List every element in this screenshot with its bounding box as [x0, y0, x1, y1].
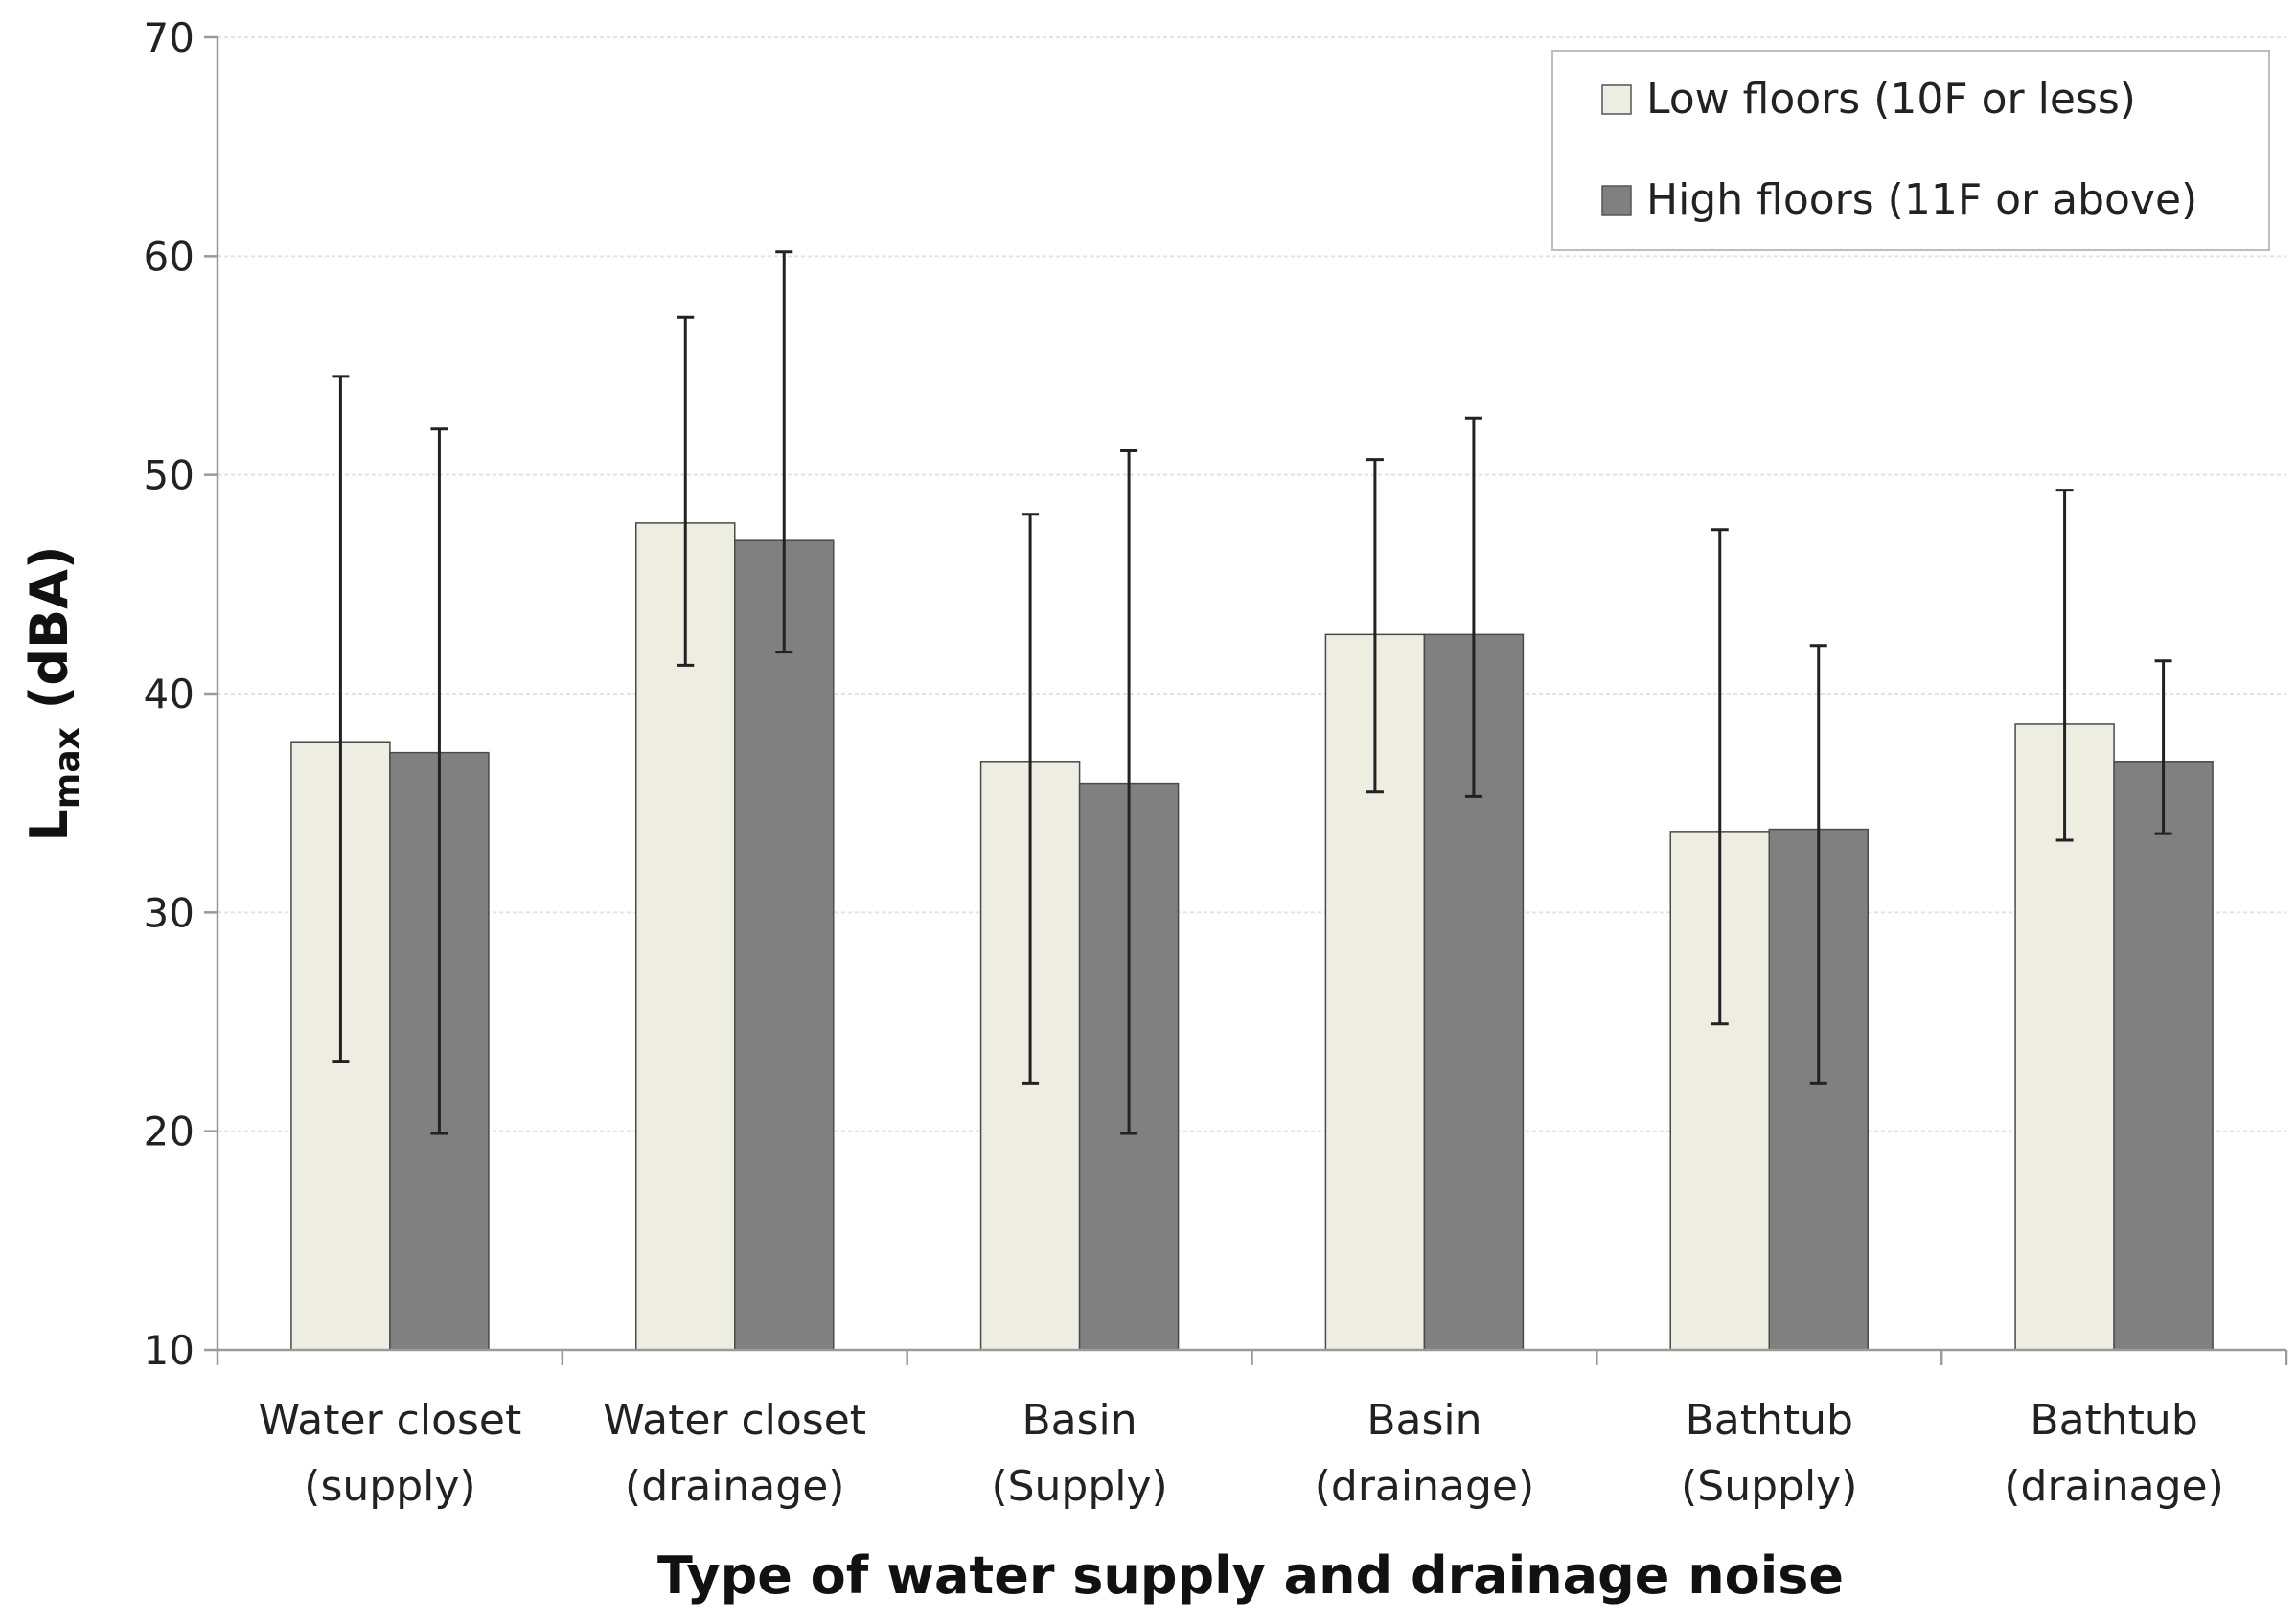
- error-bar-high-0: [430, 427, 448, 1135]
- y-tick-label-40: 40: [144, 671, 195, 718]
- category-label-2-line2: (Supply): [991, 1462, 1167, 1511]
- x-axis-categories: Water closet (supply) Water closet (drainag…: [216, 1350, 2288, 1511]
- y-axis-title-subscript: max: [48, 727, 87, 809]
- category-label-3-line1: Basin: [1366, 1396, 1481, 1445]
- legend-label-low-floors: Low floors (10F or less): [1646, 75, 2136, 124]
- error-bar-low-5: [2055, 489, 2074, 842]
- category-label-4-line2: (Supply): [1681, 1462, 1857, 1511]
- error-bar-low-3: [1366, 458, 1384, 794]
- legend-label-high-floors: High floors (11F or above): [1646, 175, 2197, 224]
- category-label-1-line2: (drainage): [625, 1462, 844, 1511]
- error-bar-high-5: [2154, 659, 2172, 835]
- y-axis-ticks: 10 20 30 40 50 60 70: [144, 14, 218, 1374]
- category-label-2-line1: Basin: [1022, 1396, 1137, 1445]
- error-bar-high-2: [1120, 449, 1138, 1135]
- category-label-1-line1: Water closet: [603, 1396, 866, 1445]
- category-label-3-line2: (drainage): [1315, 1462, 1534, 1511]
- y-tick-label-30: 30: [144, 889, 195, 936]
- error-bar-low-0: [332, 375, 350, 1063]
- y-tick-label-20: 20: [144, 1109, 195, 1155]
- bar-high-5: [2113, 761, 2214, 1351]
- error-bar-high-4: [1809, 644, 1827, 1085]
- legend-box: [1551, 50, 2270, 251]
- category-label-4-line1: Bathtub: [1686, 1396, 1853, 1445]
- category-label-5-line1: Bathtub: [2030, 1396, 2197, 1445]
- legend-swatch-low-floors: [1601, 84, 1632, 115]
- error-bar-high-3: [1464, 416, 1482, 798]
- y-axis-title-main: L: [19, 809, 80, 841]
- bar-high-1: [734, 539, 835, 1351]
- x-axis-title: Type of water supply and drainage noise: [657, 1545, 1844, 1606]
- error-bars: [332, 250, 2172, 1135]
- error-bar-high-1: [775, 250, 793, 654]
- error-bar-low-2: [1022, 513, 1040, 1085]
- category-label-0-line1: Water closet: [259, 1396, 522, 1445]
- error-bar-low-4: [1711, 528, 1729, 1026]
- y-axis-title-unit: (dBA): [19, 545, 80, 727]
- error-bar-low-1: [677, 315, 695, 667]
- legend: Low floors (10F or less) High floors (11…: [1551, 50, 2270, 251]
- y-tick-label-70: 70: [144, 14, 195, 61]
- category-label-5-line2: (drainage): [2004, 1462, 2223, 1511]
- y-tick-label-10: 10: [144, 1327, 195, 1374]
- gridlines: [218, 36, 2286, 1132]
- y-axis-title: Lmax (dBA): [19, 545, 87, 841]
- category-label-0-line2: (supply): [304, 1462, 475, 1511]
- y-tick-label-50: 50: [144, 452, 195, 499]
- legend-swatch-high-floors: [1601, 185, 1632, 216]
- y-tick-label-60: 60: [144, 233, 195, 280]
